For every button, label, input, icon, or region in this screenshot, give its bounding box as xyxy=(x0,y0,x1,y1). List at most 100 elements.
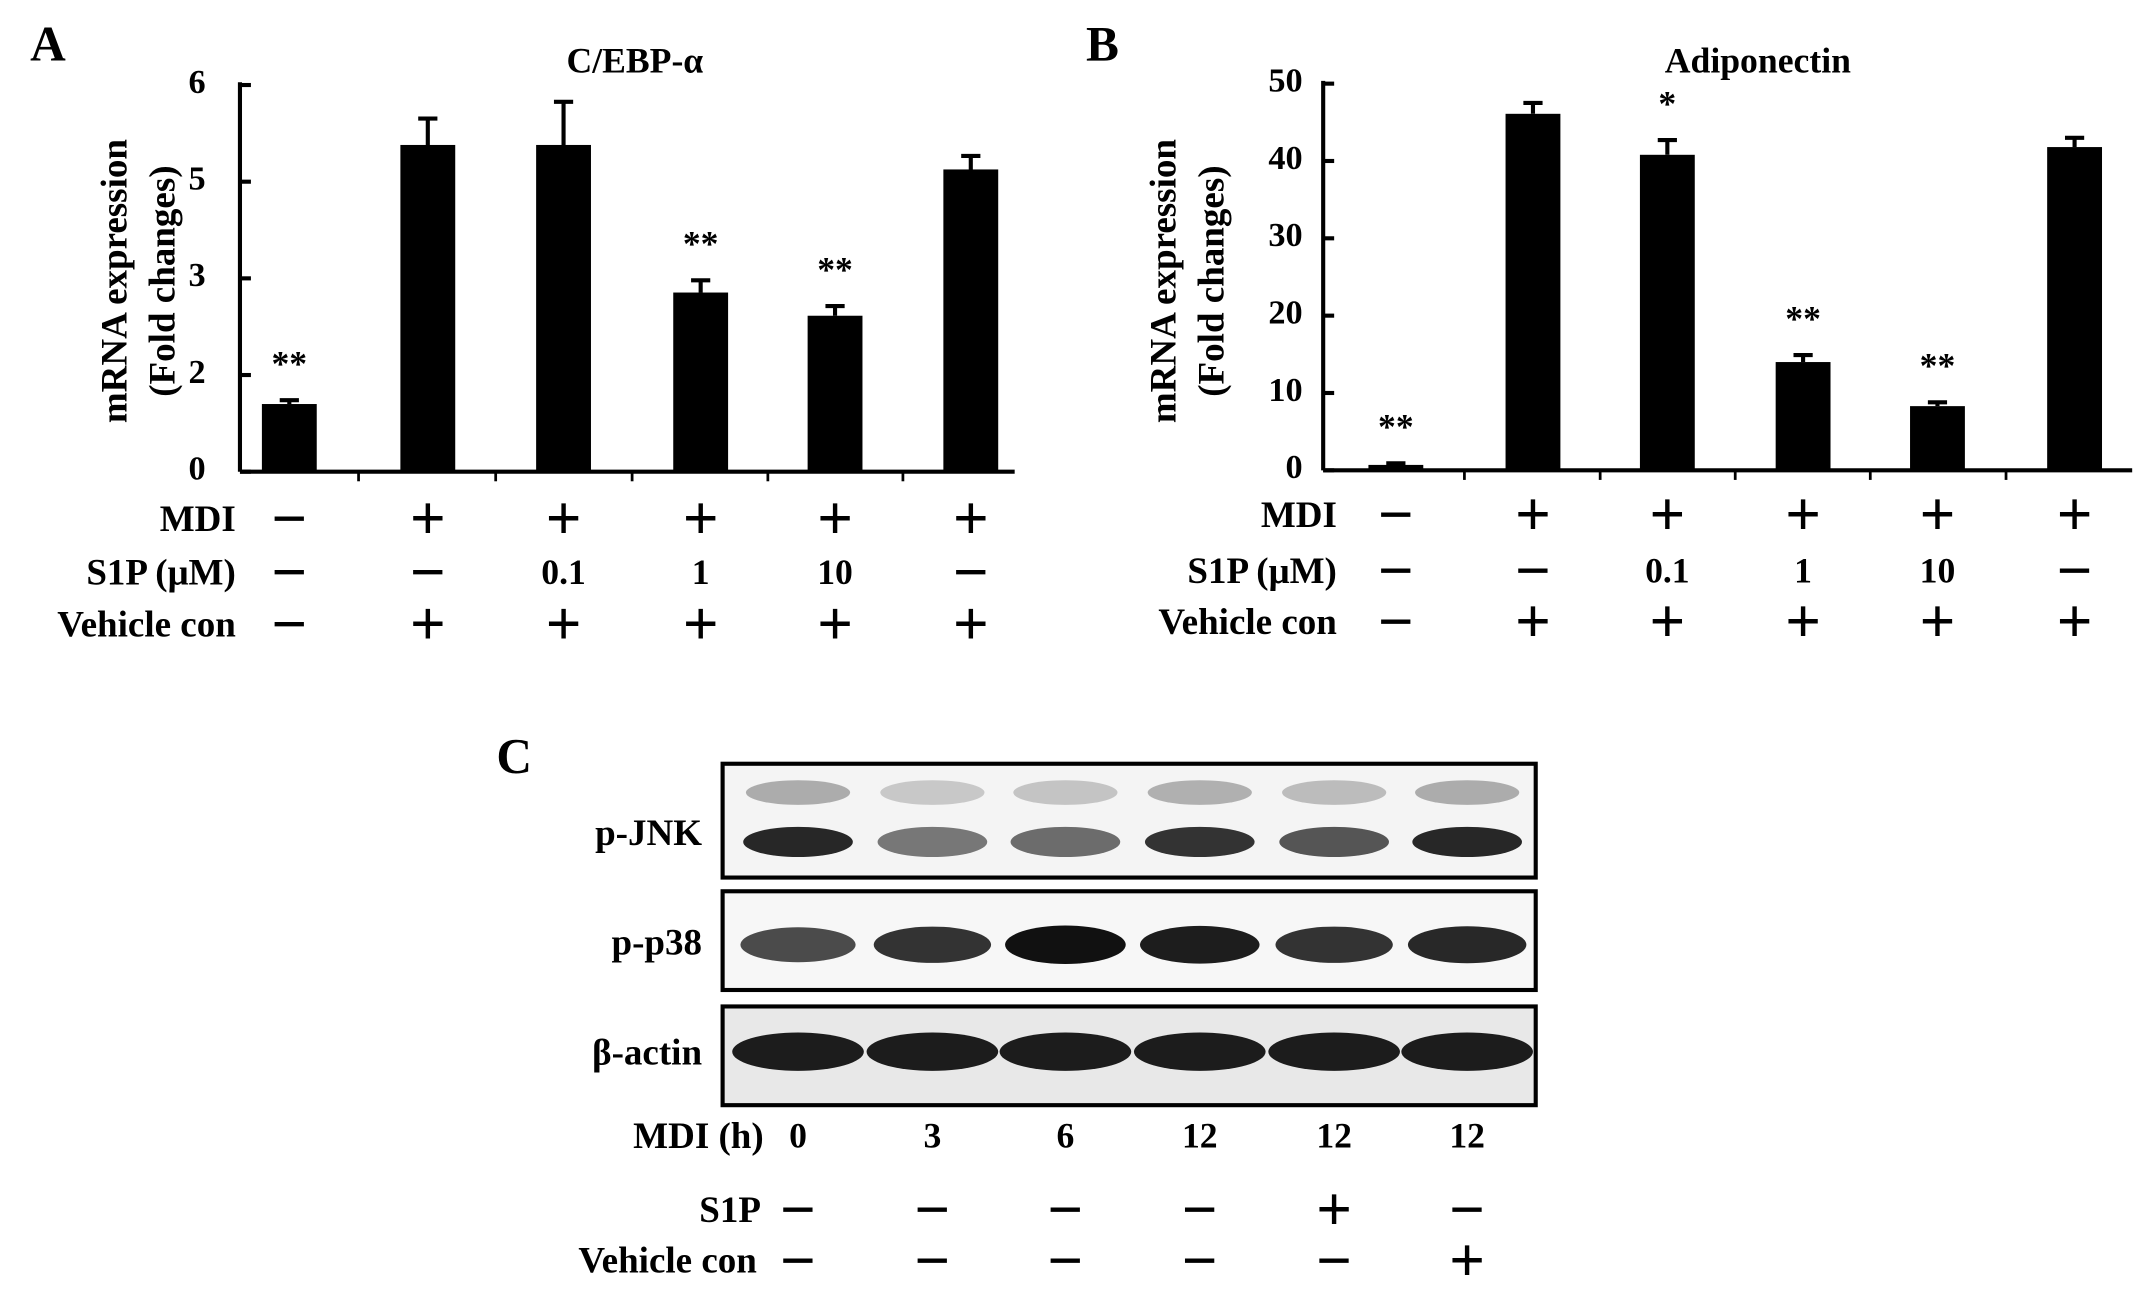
blot-band xyxy=(1139,925,1260,964)
condition-cell: − xyxy=(914,1225,950,1295)
condition-cell: − xyxy=(1182,1225,1218,1295)
y-axis-title: mRNA expression xyxy=(1143,139,1184,424)
bar xyxy=(1910,406,1965,471)
blot-row-label: p-p38 xyxy=(612,923,703,964)
treatment-cell: − xyxy=(1378,480,1414,550)
blot-band xyxy=(1412,826,1523,857)
error-bar xyxy=(825,304,845,316)
significance-label: ** xyxy=(271,343,307,383)
bar xyxy=(261,404,317,472)
error-bar xyxy=(1386,461,1406,466)
significance-label: ** xyxy=(1920,346,1956,386)
condition-cell: − xyxy=(914,1175,950,1245)
blot-band xyxy=(866,1032,999,1071)
treatment-cell: + xyxy=(683,484,719,554)
y-tick-label: 20 xyxy=(1268,294,1302,332)
significance-label: * xyxy=(1658,83,1676,123)
treatment-cell: + xyxy=(546,484,582,554)
blot-band xyxy=(1282,780,1387,805)
bar xyxy=(400,144,456,472)
y-tick-label: 30 xyxy=(1268,216,1302,254)
blot-band xyxy=(877,826,988,857)
blot-row-label: β-actin xyxy=(592,1032,702,1073)
treatment-cell: + xyxy=(2057,480,2093,550)
blot-band xyxy=(743,826,853,857)
blot-band xyxy=(1401,1032,1533,1071)
treatment-cell: + xyxy=(546,589,582,659)
error-bar xyxy=(553,99,574,145)
error-bar xyxy=(1657,138,1677,155)
blot-band xyxy=(732,1032,864,1071)
treatment-cell: − xyxy=(1515,536,1551,606)
blot-band xyxy=(1013,780,1118,805)
western-blot xyxy=(720,761,1538,1108)
y-tick-label: 3 xyxy=(189,256,206,294)
chart-title: Adiponectin xyxy=(1665,41,1851,81)
treatment-cell: + xyxy=(1785,480,1821,550)
blot-frame xyxy=(720,761,1538,880)
treatment-cell: − xyxy=(410,537,446,607)
y-tick-label: 2 xyxy=(189,353,206,391)
treatment-cell: 0.1 xyxy=(541,552,586,592)
panel-label: B xyxy=(1086,17,1119,72)
y-tick-label: 40 xyxy=(1268,139,1302,177)
blot-band xyxy=(1415,780,1520,805)
y-tick-label: 0 xyxy=(1285,448,1302,486)
condition-cell: − xyxy=(780,1225,816,1295)
blot-band xyxy=(999,1032,1132,1071)
blot-band xyxy=(1279,826,1389,857)
treatment-cell: + xyxy=(817,589,853,659)
treatment-cell: − xyxy=(2057,536,2093,606)
blot-band xyxy=(1144,826,1255,857)
y-tick-label: 10 xyxy=(1268,371,1302,409)
blot-band xyxy=(1010,826,1121,857)
treatment-label: S1P (μM) xyxy=(86,552,236,593)
treatment-cell: − xyxy=(1378,586,1414,656)
blot-band xyxy=(880,780,985,805)
condition-cell: 3 xyxy=(923,1116,941,1156)
treatment-cell: + xyxy=(1515,586,1551,656)
blot-band xyxy=(873,926,992,963)
bar xyxy=(1639,154,1695,471)
y-tick-label: 0 xyxy=(189,450,206,488)
treatment-cell: + xyxy=(1649,480,1685,550)
treatment-cell: 10 xyxy=(817,552,853,592)
bar xyxy=(536,144,591,472)
condition-label: Vehicle con xyxy=(578,1241,757,1282)
y-tick-label: 5 xyxy=(189,160,206,198)
blot-band xyxy=(740,927,856,963)
condition-cell: − xyxy=(1316,1225,1352,1295)
y-axis-title: (Fold changes) xyxy=(142,165,183,396)
bar xyxy=(2047,147,2103,471)
y-tick-label: 6 xyxy=(189,63,206,101)
significance-label: ** xyxy=(817,249,853,289)
error-bar xyxy=(2064,135,2085,148)
treatment-cell: + xyxy=(1515,480,1551,550)
error-bar xyxy=(1793,353,1813,363)
panel-label: C xyxy=(496,728,532,783)
treatment-cell: + xyxy=(1649,586,1685,656)
blot-row-label: p-JNK xyxy=(595,813,702,854)
error-bar xyxy=(961,153,981,170)
treatment-cell: + xyxy=(953,589,989,659)
significance-label: ** xyxy=(683,224,719,264)
blot-band xyxy=(1133,1032,1266,1071)
condition-cell: − xyxy=(1449,1175,1485,1245)
condition-cell: − xyxy=(1182,1175,1218,1245)
condition-label: S1P xyxy=(699,1190,761,1231)
treatment-cell: + xyxy=(1919,480,1955,550)
blot-band xyxy=(1005,925,1126,964)
significance-label: ** xyxy=(1785,298,1821,338)
condition-cell: 12 xyxy=(1449,1116,1485,1156)
treatment-label: Vehicle con xyxy=(57,605,236,646)
error-bar xyxy=(418,116,438,145)
treatment-cell: + xyxy=(1785,586,1821,656)
treatment-cell: − xyxy=(271,537,307,607)
blot-band xyxy=(1275,926,1393,963)
treatment-cell: + xyxy=(2057,586,2093,656)
condition-cell: 6 xyxy=(1056,1116,1074,1156)
condition-cell: − xyxy=(780,1175,816,1245)
error-bar xyxy=(1523,100,1543,114)
